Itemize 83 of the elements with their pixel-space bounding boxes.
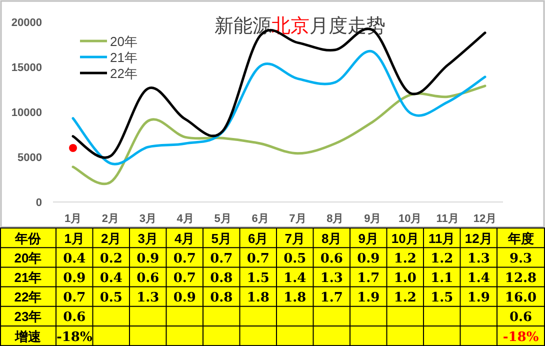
x-tick-label: 11月	[436, 213, 459, 225]
text: 0.8	[210, 271, 233, 286]
text: 1.8	[284, 290, 306, 306]
text: 0.8	[210, 290, 233, 306]
x-tick-label: 3月	[139, 213, 156, 225]
text: 0.4	[63, 251, 86, 266]
text: 1.9	[467, 290, 490, 306]
text: 0.6	[136, 271, 160, 286]
line-series	[72, 50, 486, 166]
text: 1.4	[284, 271, 306, 286]
x-tick-label: 2月	[102, 213, 120, 225]
text: 23年	[14, 309, 42, 324]
text: 增速	[14, 328, 42, 344]
category-label: 7月	[284, 230, 305, 246]
text: 0.9	[357, 251, 380, 266]
text: 1.0	[394, 271, 416, 286]
text: 1.2	[394, 251, 416, 266]
text: 0.7	[173, 271, 196, 286]
legend-label: 21年	[110, 50, 138, 65]
text: 20年	[14, 250, 42, 266]
text: 1.3	[320, 271, 343, 286]
legend-label: 22年	[110, 66, 138, 81]
text: -18%	[502, 330, 540, 345]
x-tick-label: 1月	[64, 213, 82, 225]
legend-label: 20年	[110, 34, 138, 49]
text: 1.2	[430, 251, 454, 266]
text: 0.7	[246, 251, 270, 266]
y-tick-label: 10000	[11, 107, 42, 119]
category-label: 8月	[322, 230, 342, 246]
text: 0.6	[63, 310, 86, 326]
y-tick-label: 5000	[18, 152, 42, 164]
x-tick-label: 4月	[176, 213, 194, 225]
text: 1.4	[467, 271, 490, 286]
text: 年度	[506, 230, 534, 246]
text: 0.9	[136, 251, 160, 266]
text: 0.5	[100, 290, 122, 306]
text: 22年	[14, 290, 42, 305]
text: 0.7	[63, 290, 86, 306]
category-label: 6月	[248, 230, 268, 246]
x-tick-label: 12月	[473, 213, 497, 225]
text: 1.5	[430, 290, 454, 306]
category-label: 3月	[138, 230, 158, 246]
text: 16.0	[504, 290, 537, 306]
text: 1.5	[246, 271, 270, 286]
text: 0.2	[100, 251, 122, 266]
y-tick-label: 20000	[11, 17, 42, 29]
text: 0.4	[100, 271, 122, 286]
text: 年份	[14, 230, 42, 246]
text: 0.9	[173, 290, 196, 306]
text: 1.2	[394, 290, 416, 306]
category-label: 9月	[358, 230, 378, 246]
text: 0.5	[284, 251, 306, 266]
y-tick-label: 15000	[11, 62, 42, 74]
text: 9.3	[509, 251, 532, 266]
text: 1.7	[357, 271, 380, 286]
category-label: 2月	[101, 230, 122, 246]
text: 12.8	[504, 271, 537, 286]
category-label: 12月	[464, 230, 492, 246]
text: -18%	[56, 330, 93, 345]
x-tick-label: 9月	[364, 213, 382, 225]
y-tick-label: 0	[36, 197, 42, 209]
text: 0.7	[173, 251, 196, 266]
text: 0.6	[320, 251, 343, 266]
text: 1.7	[320, 290, 343, 306]
x-tick-label: 10月	[398, 213, 422, 225]
category-label: 4月	[174, 230, 195, 246]
text: 1.1	[430, 271, 454, 286]
x-tick-label: 6月	[252, 213, 269, 225]
text: 1.3	[136, 290, 160, 306]
category-label: 1月	[64, 230, 84, 246]
text: 21年	[14, 270, 42, 285]
text: 1.3	[467, 251, 490, 266]
category-label: 5月	[211, 230, 232, 246]
x-tick-label: 5月	[214, 213, 232, 225]
text: 0.6	[509, 310, 532, 326]
text: 0.9	[63, 271, 86, 286]
category-label: 10月	[391, 230, 419, 246]
text: 1.8	[246, 290, 270, 306]
text: 0.7	[210, 251, 233, 266]
text: 1.9	[357, 290, 380, 306]
x-tick-label: 8月	[326, 213, 344, 225]
x-tick-label: 7月	[289, 213, 306, 225]
category-label: 11月	[428, 230, 456, 246]
